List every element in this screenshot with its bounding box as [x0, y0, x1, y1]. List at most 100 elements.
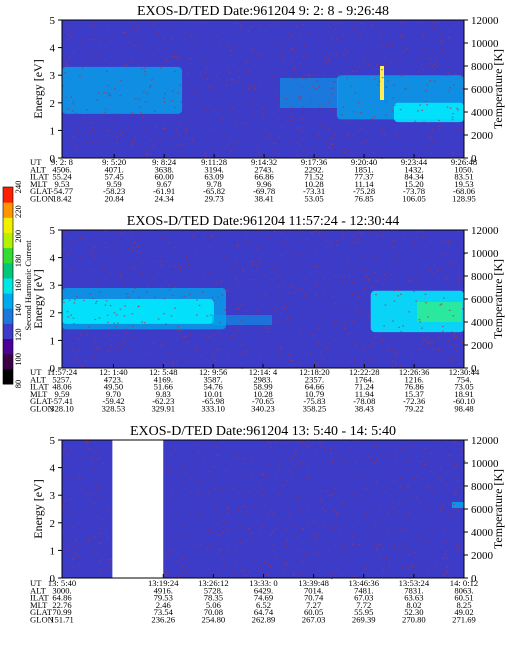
- noise-speck: [242, 268, 244, 270]
- noise-speck: [427, 122, 430, 125]
- noise-speck: [411, 565, 413, 568]
- noise-speck: [246, 89, 249, 91]
- noise-speck: [202, 234, 204, 237]
- noise-speck: [95, 484, 97, 486]
- noise-speck: [124, 284, 126, 286]
- noise-speck: [299, 145, 301, 147]
- noise-speck: [360, 313, 363, 315]
- noise-speck: [126, 331, 129, 333]
- noise-speck: [105, 108, 107, 110]
- noise-speck: [384, 490, 387, 493]
- table-cell: -60.10: [453, 396, 475, 406]
- noise-speck: [240, 462, 243, 464]
- noise-speck: [116, 142, 119, 144]
- noise-speck: [287, 513, 289, 515]
- noise-speck: [225, 85, 228, 87]
- noise-speck: [316, 551, 318, 554]
- noise-speck: [270, 134, 272, 136]
- noise-speck: [185, 20, 188, 22]
- noise-speck: [66, 64, 69, 66]
- noise-speck: [307, 523, 309, 525]
- noise-speck: [302, 528, 304, 530]
- table-cell: 15.20: [404, 179, 423, 189]
- noise-speck: [344, 47, 347, 49]
- noise-speck: [291, 35, 293, 38]
- table-cell: 48.06: [52, 382, 72, 392]
- noise-speck: [309, 75, 311, 77]
- noise-speck: [178, 357, 180, 359]
- noise-speck: [290, 119, 292, 121]
- noise-speck: [381, 520, 383, 522]
- noise-speck: [336, 244, 339, 246]
- table-cell: -69.78: [253, 186, 275, 196]
- noise-speck: [352, 526, 355, 529]
- noise-speck: [335, 514, 337, 516]
- noise-speck: [218, 349, 221, 351]
- noise-speck: [413, 478, 415, 480]
- table-cell: 64.66: [305, 382, 325, 392]
- table-cell: -59.42: [102, 396, 124, 406]
- noise-speck: [163, 38, 165, 40]
- noise-speck: [251, 49, 254, 51]
- noise-speck: [194, 248, 197, 251]
- noise-speck: [248, 70, 250, 72]
- table-cell: 9.83: [156, 389, 171, 399]
- noise-speck: [183, 295, 185, 297]
- noise-speck: [284, 563, 287, 565]
- table-cell: 1050.: [454, 164, 473, 174]
- noise-speck: [336, 319, 338, 321]
- noise-speck: [438, 477, 440, 479]
- noise-speck: [85, 360, 87, 362]
- noise-speck: [79, 75, 81, 77]
- noise-speck: [298, 96, 300, 98]
- noise-speck: [181, 143, 184, 145]
- noise-speck: [454, 494, 457, 496]
- noise-speck: [277, 458, 280, 460]
- noise-speck: [407, 512, 410, 514]
- noise-speck: [300, 573, 303, 576]
- noise-speck: [306, 239, 309, 241]
- noise-speck: [89, 572, 91, 574]
- noise-speck: [346, 461, 349, 464]
- noise-speck: [144, 101, 147, 103]
- colorbar-tick-label: 80: [13, 380, 23, 389]
- noise-speck: [363, 568, 366, 570]
- noise-speck: [403, 236, 406, 238]
- noise-speck: [163, 121, 166, 123]
- noise-speck: [77, 127, 79, 129]
- table-cell: 83.51: [454, 172, 473, 182]
- table-cell: 60.05: [304, 607, 323, 617]
- table-cell: 13:46:36: [348, 578, 379, 588]
- noise-speck: [177, 58, 179, 60]
- noise-speck: [329, 27, 332, 29]
- noise-speck: [329, 137, 331, 140]
- noise-speck: [94, 318, 97, 321]
- noise-speck: [392, 507, 395, 509]
- noise-speck: [300, 131, 302, 133]
- noise-speck: [173, 247, 176, 249]
- table-cell: 9.59: [54, 389, 69, 399]
- noise-speck: [263, 114, 265, 116]
- noise-speck: [420, 348, 422, 350]
- noise-speck: [189, 85, 191, 87]
- noise-speck: [347, 333, 350, 335]
- noise-speck: [213, 334, 216, 336]
- noise-speck: [218, 79, 220, 81]
- noise-speck: [374, 255, 377, 257]
- noise-speck: [334, 545, 337, 547]
- noise-speck: [338, 534, 341, 536]
- noise-speck: [333, 81, 336, 83]
- noise-speck: [232, 487, 235, 490]
- noise-speck: [179, 84, 182, 86]
- noise-speck: [296, 127, 299, 129]
- table-cell: 128.95: [452, 194, 476, 204]
- noise-speck: [146, 286, 149, 288]
- noise-speck: [136, 245, 139, 247]
- noise-speck: [288, 249, 291, 251]
- noise-speck: [68, 299, 71, 301]
- noise-speck: [298, 550, 300, 552]
- noise-speck: [290, 285, 293, 288]
- noise-speck: [413, 290, 415, 293]
- y-tick-label: 0: [50, 363, 56, 375]
- noise-speck: [448, 37, 451, 39]
